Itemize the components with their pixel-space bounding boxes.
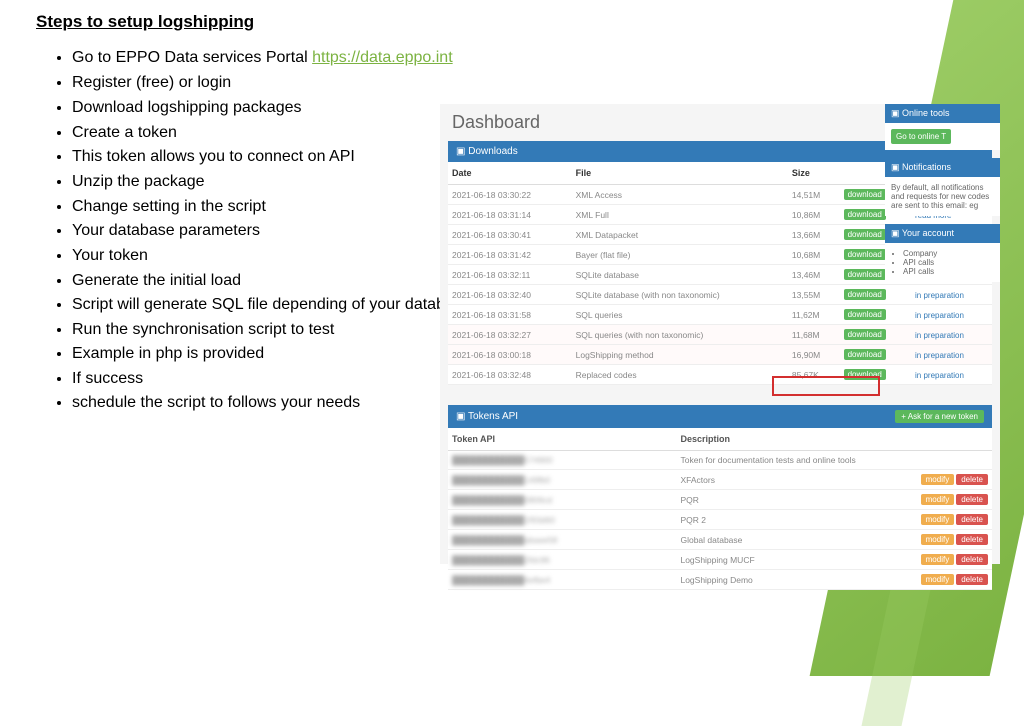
modify-button[interactable]: modify [921,494,955,505]
highlight-ask-token [772,376,880,396]
delete-button[interactable]: delete [956,514,988,525]
read-more-link[interactable]: in preparation [915,331,964,340]
tokens-panel: ▣ Tokens API + Ask for a new token Token… [448,405,992,590]
col-file: File [572,162,788,185]
modify-button[interactable]: modify [921,514,955,525]
token-row: ████████████abaee58Global databasemodify… [448,530,992,550]
tok-col1: Token API [448,428,676,451]
download-row: 2021-06-18 03:00:18LogShipping method16,… [448,345,992,365]
download-button[interactable]: download [844,349,886,360]
tok-col2: Description [676,428,912,451]
delete-button[interactable]: delete [956,554,988,565]
download-button[interactable]: download [844,269,886,280]
online-tools-panel: ▣ Online tools Go to online T [885,104,1000,150]
token-row: ████████████149fb0XFActorsmodifydelete [448,470,992,490]
ask-token-button[interactable]: + Ask for a new token [895,410,984,423]
step-1: Go to EPPO Data services Portal https://… [72,46,1024,70]
download-button[interactable]: download [844,229,886,240]
token-row: ████████████574900Token for documentatio… [448,451,992,470]
token-row: ████████████4efbe4LogShipping Demomodify… [448,570,992,590]
download-row: 2021-06-18 03:32:48Replaced codes85,67Kd… [448,365,992,385]
token-row: ████████████0806cdPQRmodifydelete [448,490,992,510]
token-row: ████████████2fdc96LogShipping MUCFmodify… [448,550,992,570]
modify-button[interactable]: modify [921,534,955,545]
download-button[interactable]: download [844,329,886,340]
read-more-link[interactable]: in preparation [915,371,964,380]
download-button[interactable]: download [844,249,886,260]
notifications-panel: ▣ Notifications By default, all notifica… [885,158,1000,216]
read-more-link[interactable]: in preparation [915,351,964,360]
download-button[interactable]: download [844,309,886,320]
modify-button[interactable]: modify [921,554,955,565]
col-size: Size [788,162,840,185]
download-button[interactable]: download [844,189,886,200]
col-date: Date [448,162,572,185]
delete-button[interactable]: delete [956,474,988,485]
download-row: 2021-06-18 03:31:58SQL queries11,62Mdown… [448,305,992,325]
token-row: ████████████1f93d60PQR 2modifydelete [448,510,992,530]
read-more-link[interactable]: in preparation [915,311,964,320]
step-2: Register (free) or login [72,71,1024,95]
delete-button[interactable]: delete [956,494,988,505]
modify-button[interactable]: modify [921,474,955,485]
download-button[interactable]: download [844,289,886,300]
page-title: Steps to setup logshipping [0,0,1024,32]
download-row: 2021-06-18 03:32:27SQL queries (with non… [448,325,992,345]
delete-button[interactable]: delete [956,534,988,545]
dashboard-screenshot: Dashboard ▣ Downloads Date File Size 202… [440,104,1000,564]
account-panel: ▣ Your account Company API calls API cal… [885,224,1000,282]
download-button[interactable]: download [844,209,886,220]
read-more-link[interactable]: in preparation [915,291,964,300]
tokens-header: ▣ Tokens API [456,411,518,422]
eppo-link[interactable]: https://data.eppo.int [312,49,453,66]
online-tools-button[interactable]: Go to online T [891,129,951,144]
